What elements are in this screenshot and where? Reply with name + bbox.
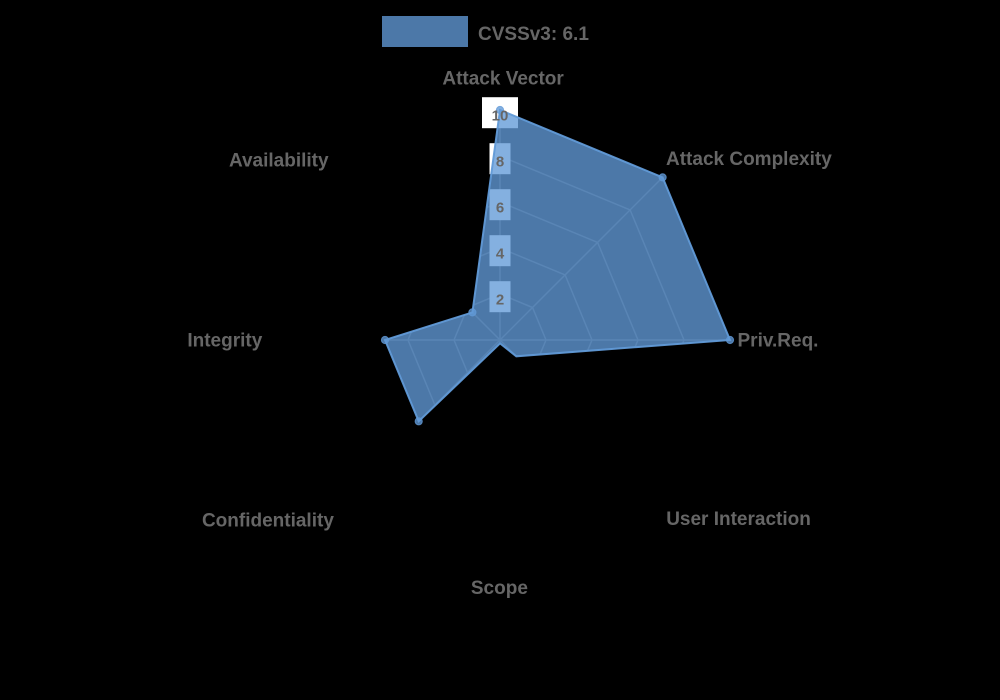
svg-text:4: 4 <box>496 245 505 262</box>
svg-text:Attack Complexity: Attack Complexity <box>666 149 832 170</box>
svg-text:Scope: Scope <box>471 578 528 599</box>
svg-text:CVSSv3: 6.1: CVSSv3: 6.1 <box>478 24 589 45</box>
svg-text:2: 2 <box>496 291 504 308</box>
svg-text:Confidentiality: Confidentiality <box>202 510 334 531</box>
svg-text:6: 6 <box>496 199 504 216</box>
svg-text:Integrity: Integrity <box>187 331 262 352</box>
svg-text:8: 8 <box>496 153 504 170</box>
svg-text:10: 10 <box>492 107 509 124</box>
svg-text:Attack Vector: Attack Vector <box>442 68 564 89</box>
svg-text:Availability: Availability <box>229 151 329 172</box>
svg-text:User Interaction: User Interaction <box>666 509 811 530</box>
svg-text:Priv.Req.: Priv.Req. <box>738 331 819 352</box>
